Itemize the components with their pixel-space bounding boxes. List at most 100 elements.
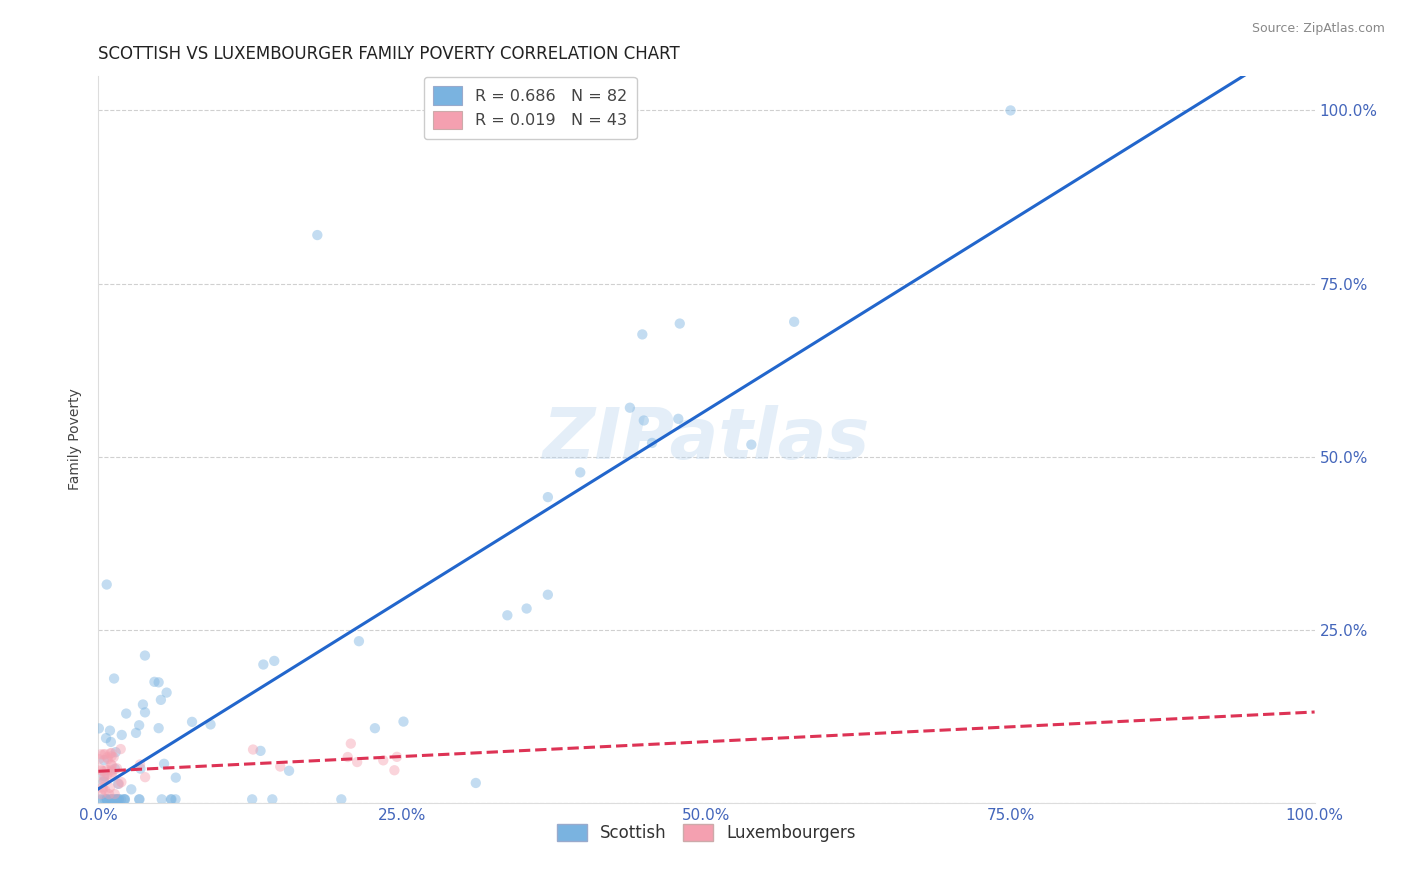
Point	[87, 722, 110, 736]
Point	[336, 750, 359, 764]
Point	[364, 721, 387, 735]
Point	[150, 792, 173, 806]
Point	[307, 228, 329, 243]
Point	[93, 772, 115, 786]
Point	[93, 792, 115, 806]
Point	[111, 728, 134, 742]
Point	[101, 792, 124, 806]
Point	[93, 774, 115, 789]
Point	[134, 648, 156, 663]
Point	[96, 577, 118, 591]
Point	[90, 764, 112, 778]
Point	[110, 792, 132, 806]
Point	[346, 755, 368, 769]
Text: ZIPatlas: ZIPatlas	[543, 405, 870, 474]
Y-axis label: Family Poverty: Family Poverty	[69, 388, 83, 491]
Point	[104, 787, 127, 801]
Point	[330, 792, 353, 806]
Point	[240, 792, 263, 806]
Point	[94, 783, 117, 797]
Point	[666, 412, 689, 426]
Point	[93, 753, 115, 767]
Point	[97, 752, 120, 766]
Point	[569, 466, 592, 480]
Point	[129, 762, 152, 776]
Point	[115, 706, 138, 721]
Point	[105, 761, 128, 775]
Point	[90, 787, 112, 801]
Point	[96, 792, 118, 806]
Point	[96, 792, 118, 806]
Point	[263, 654, 285, 668]
Point	[96, 792, 118, 806]
Point	[464, 776, 486, 790]
Point	[516, 601, 538, 615]
Point	[108, 792, 131, 806]
Point	[668, 317, 690, 331]
Point	[200, 717, 222, 731]
Point	[91, 780, 114, 795]
Point	[98, 723, 121, 738]
Point	[93, 764, 115, 779]
Point	[96, 763, 118, 777]
Point	[105, 792, 128, 806]
Point	[103, 672, 125, 686]
Point	[496, 608, 519, 623]
Point	[641, 436, 664, 450]
Point	[94, 731, 117, 745]
Point	[165, 792, 187, 806]
Point	[252, 657, 274, 672]
Text: Source: ZipAtlas.com: Source: ZipAtlas.com	[1251, 22, 1385, 36]
Point	[100, 757, 122, 772]
Point	[384, 764, 406, 778]
Point	[107, 792, 129, 806]
Point	[269, 759, 291, 773]
Point	[134, 770, 156, 784]
Text: SCOTTISH VS LUXEMBOURGER FAMILY POVERTY CORRELATION CHART: SCOTTISH VS LUXEMBOURGER FAMILY POVERTY …	[98, 45, 681, 63]
Point	[159, 792, 181, 806]
Point	[107, 777, 129, 791]
Point	[537, 490, 560, 504]
Point	[278, 764, 301, 778]
Point	[104, 792, 127, 806]
Point	[148, 675, 170, 690]
Point	[104, 762, 127, 776]
Point	[132, 698, 155, 712]
Point	[242, 742, 264, 756]
Point	[134, 706, 156, 720]
Point	[101, 765, 124, 780]
Point	[101, 768, 124, 782]
Point	[101, 792, 124, 806]
Point	[91, 792, 114, 806]
Point	[93, 769, 115, 783]
Point	[94, 747, 117, 761]
Point	[100, 735, 122, 749]
Point	[740, 437, 762, 451]
Point	[105, 792, 128, 806]
Point	[114, 792, 136, 806]
Point	[96, 750, 118, 764]
Point	[262, 792, 284, 806]
Point	[783, 315, 806, 329]
Point	[98, 787, 121, 801]
Point	[129, 757, 152, 772]
Point	[103, 750, 125, 764]
Point	[100, 792, 122, 806]
Point	[89, 792, 111, 806]
Point	[110, 775, 132, 789]
Point	[148, 721, 170, 735]
Point	[128, 792, 150, 806]
Point	[385, 749, 408, 764]
Point	[165, 771, 187, 785]
Point	[104, 745, 127, 759]
Point	[98, 747, 121, 761]
Point	[340, 737, 363, 751]
Point	[100, 764, 122, 778]
Point	[125, 726, 148, 740]
Point	[96, 767, 118, 781]
Point	[153, 756, 176, 771]
Point	[90, 747, 112, 762]
Point	[537, 588, 560, 602]
Point	[93, 747, 115, 762]
Point	[392, 714, 415, 729]
